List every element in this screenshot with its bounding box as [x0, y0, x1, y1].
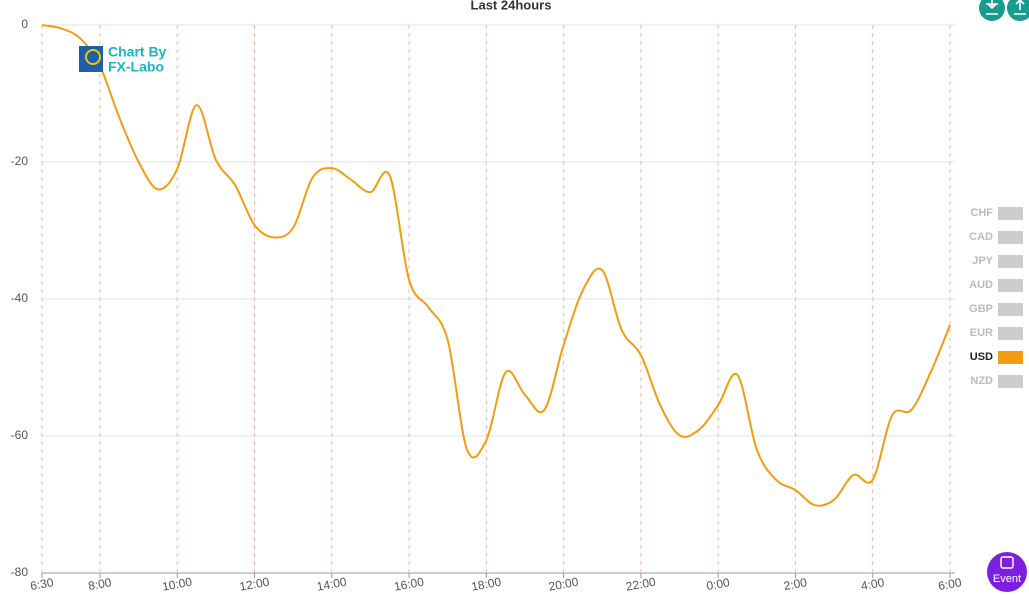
chart-title: Last 24hours [471, 0, 552, 12]
legend-swatch [998, 207, 1023, 220]
x-tick-label: 18:00 [470, 575, 502, 594]
legend-item[interactable]: USD [970, 351, 1023, 364]
legend-swatch [998, 375, 1023, 388]
legend-label: CAD [969, 231, 993, 243]
legend-label: CHF [970, 207, 993, 219]
legend-swatch [998, 279, 1023, 292]
icon [1000, 556, 1014, 569]
legend-item[interactable]: AUD [969, 279, 1023, 292]
collapse-button[interactable] [979, 0, 1005, 21]
x-tick-label: 16:00 [393, 575, 425, 594]
x-tick-label: 20:00 [547, 575, 579, 594]
logo-text: FX-Labo [108, 59, 164, 75]
legend-swatch [998, 351, 1023, 364]
y-tick-label: -60 [11, 428, 29, 442]
logo: Chart By FX-Labo [79, 44, 167, 75]
event-button-bg[interactable] [987, 552, 1027, 592]
legend-item[interactable]: CAD [969, 231, 1023, 244]
legend-label: NZD [970, 375, 993, 387]
legend-swatch [998, 303, 1023, 316]
y-tick-label: 0 [21, 17, 28, 31]
legend-label: USD [970, 351, 993, 363]
x-tick-label: 22:00 [625, 575, 657, 594]
x-tick-label: 14:00 [316, 575, 348, 594]
x-tick-label: 10:00 [161, 575, 193, 594]
legend-item[interactable]: GBP [969, 303, 1023, 316]
x-tick-label: 6:30 [29, 575, 55, 593]
icon [1014, 0, 1026, 15]
toolbar [979, 0, 1029, 21]
legend-label: EUR [970, 327, 993, 339]
event-button[interactable]: Event [987, 552, 1027, 592]
x-tick-label: 0:00 [705, 575, 731, 593]
logo-text: Chart By [108, 44, 167, 60]
legend-label: GBP [969, 303, 993, 315]
y-tick-label: -20 [11, 154, 29, 168]
plot: 0 -20 -40 -60 -806:30 8:00 10:00 12:00 14:00 16:0… [11, 17, 963, 594]
legend-swatch [998, 327, 1023, 340]
legend-item[interactable]: NZD [970, 375, 1023, 388]
x-tick-label: 12:00 [238, 575, 270, 594]
x-tick-label: 2:00 [783, 575, 809, 593]
legend-label: JPY [972, 255, 993, 267]
legend-item[interactable]: CHF [970, 207, 1023, 220]
expand-button[interactable] [1007, 0, 1029, 21]
legend-item[interactable]: JPY [972, 255, 1023, 268]
logo-icon [85, 49, 101, 65]
event-label[interactable]: Event [993, 573, 1021, 585]
series-line [41, 24, 951, 507]
legend-swatch [998, 255, 1023, 268]
legend-item[interactable]: EUR [970, 327, 1023, 340]
legend-swatch [998, 231, 1023, 244]
x-tick-label: 6:00 [937, 575, 963, 593]
y-tick-label: -40 [11, 291, 29, 305]
icon [986, 0, 998, 15]
x-tick-label: 4:00 [860, 575, 886, 593]
x-tick-label: 8:00 [87, 575, 113, 593]
y-tick-label: -80 [11, 565, 29, 579]
legend-label: AUD [969, 279, 993, 291]
